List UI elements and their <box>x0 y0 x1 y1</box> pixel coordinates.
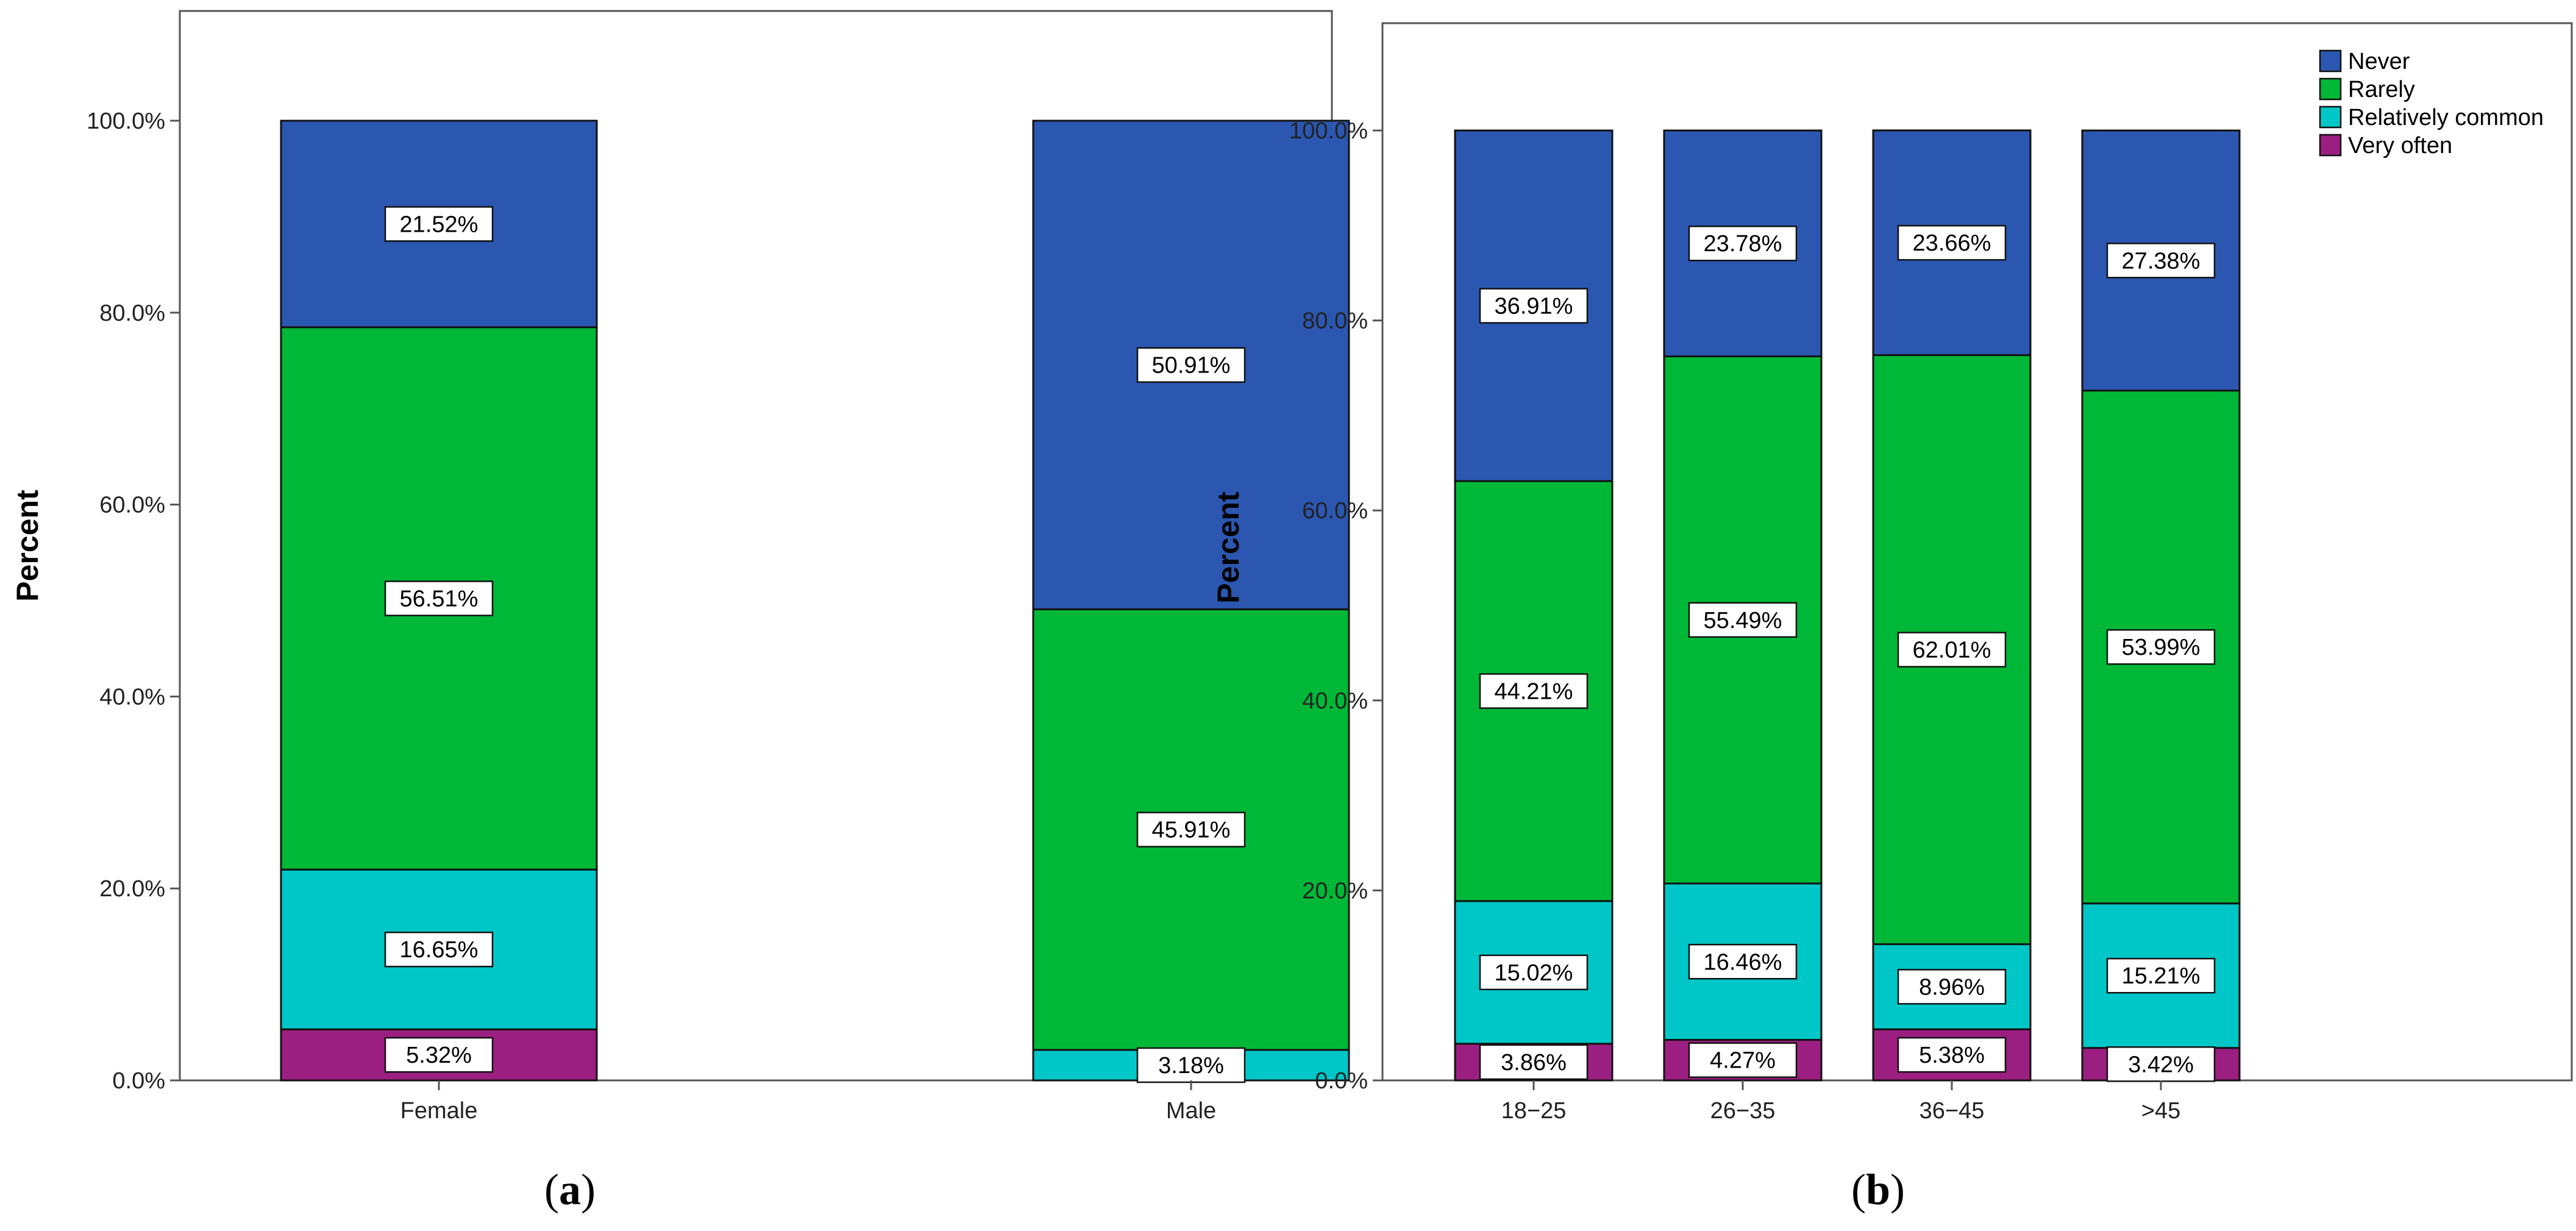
y-tick-label: 40.0% <box>99 684 165 710</box>
x-tick-label: 18−25 <box>1501 1098 1567 1124</box>
data-label: 4.27% <box>1710 1048 1776 1074</box>
data-label: 45.91% <box>1152 818 1231 843</box>
data-label: 36.91% <box>1495 294 1573 319</box>
data-label-box <box>1897 632 2007 668</box>
legend-swatch <box>2319 134 2342 157</box>
data-label-box <box>1688 1042 1798 1078</box>
legend-label: Very often <box>2348 133 2452 159</box>
data-label-box <box>1479 673 1589 709</box>
data-label-box <box>1479 954 1589 991</box>
data-label: 56.51% <box>400 586 479 612</box>
data-label-box <box>1479 288 1589 324</box>
data-label-box <box>1897 969 2007 1005</box>
data-label-box <box>384 206 494 242</box>
data-label: 5.38% <box>1919 1043 1985 1068</box>
data-label: 3.86% <box>1501 1050 1567 1076</box>
y-tick-label: 100.0% <box>1289 118 1368 144</box>
y-tick-label: 100.0% <box>87 109 165 134</box>
legend-swatch <box>2319 77 2342 101</box>
data-label: 15.02% <box>1495 960 1573 986</box>
data-label-box <box>1479 1044 1589 1080</box>
data-label-box <box>384 1037 494 1073</box>
data-label-box <box>1688 602 1798 638</box>
y-axis-title-a: Percent <box>10 490 44 602</box>
y-tick-label: 20.0% <box>1302 878 1368 904</box>
caption-b: (b) <box>1851 1165 1905 1214</box>
data-label-box <box>1897 1037 2007 1073</box>
legend-label: Rarely <box>2348 77 2415 102</box>
x-tick-label: 26−35 <box>1710 1098 1776 1124</box>
data-label-box <box>2106 1046 2216 1082</box>
data-label: 3.18% <box>1158 1053 1224 1079</box>
legend-swatch <box>2319 49 2342 73</box>
x-tick-label: >45 <box>2141 1098 2180 1124</box>
data-label: 3.42% <box>2128 1052 2194 1077</box>
y-axis-title-b: Percent <box>1211 491 1245 604</box>
caption-a: (a) <box>544 1165 596 1214</box>
data-label-box <box>384 580 494 616</box>
legend: Never Rarely Relatively common Very often <box>2319 49 2544 159</box>
data-label-box <box>1688 225 1798 262</box>
data-label: 5.32% <box>406 1043 472 1068</box>
data-label-box <box>2106 957 2216 994</box>
data-label: 27.38% <box>2122 248 2201 274</box>
data-label-box <box>1897 224 2007 261</box>
y-tick-label: 40.0% <box>1302 688 1368 714</box>
chart-panel-b: Percent 0.0% 20.0% 40.0% 60.0% 80.0% 100.0% 3… <box>1211 22 2573 1124</box>
data-label: 23.78% <box>1704 231 1782 257</box>
data-label: 21.52% <box>400 212 479 237</box>
x-tick-label: 36−45 <box>1920 1098 1985 1124</box>
data-label: 16.46% <box>1704 949 1782 975</box>
data-label-box <box>384 931 494 968</box>
data-label: 15.21% <box>2122 963 2201 989</box>
y-tick-label: 0.0% <box>112 1068 165 1094</box>
legend-label: Relatively common <box>2348 105 2544 130</box>
x-tick-label: Female <box>400 1098 478 1124</box>
data-label: 62.01% <box>1913 638 1991 663</box>
data-label-box <box>1688 944 1798 980</box>
legend-label: Never <box>2348 49 2410 74</box>
y-tick-label: 60.0% <box>99 493 165 518</box>
data-label-box <box>1136 347 1246 383</box>
data-label-box <box>2106 629 2216 665</box>
legend-swatch <box>2319 105 2342 129</box>
chart-panel-a: Percent 0.0% 20.0% 40.0% 60.0% 80.0% 100.0% 5… <box>10 10 1350 1124</box>
y-tick-label: 20.0% <box>99 876 165 902</box>
y-tick-label: 60.0% <box>1302 498 1368 524</box>
y-tick-label: 0.0% <box>1315 1068 1368 1094</box>
data-label: 16.65% <box>400 937 479 963</box>
data-label: 23.66% <box>1913 230 1991 256</box>
y-tick-label: 80.0% <box>1302 309 1368 334</box>
x-tick-label: Male <box>1166 1098 1216 1124</box>
data-label: 55.49% <box>1704 608 1782 633</box>
data-label: 50.91% <box>1152 353 1231 379</box>
y-tick-label: 80.0% <box>99 301 165 326</box>
data-label: 53.99% <box>2122 635 2201 660</box>
data-label-box <box>1136 812 1246 847</box>
data-label: 8.96% <box>1919 974 1985 1000</box>
data-label-box <box>2106 243 2216 279</box>
data-label: 44.21% <box>1495 679 1573 704</box>
